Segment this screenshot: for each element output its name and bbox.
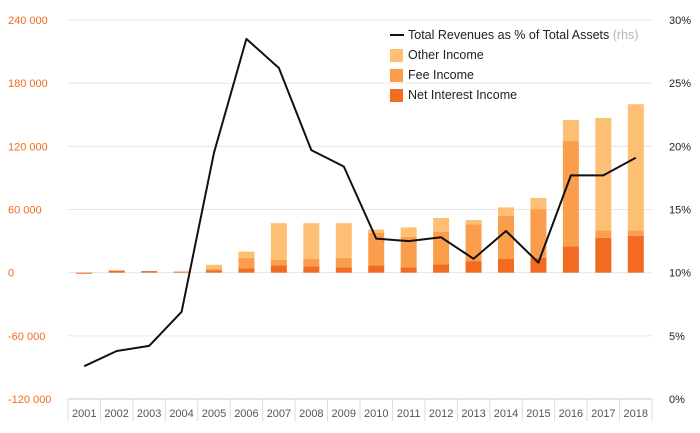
x-tick-label: 2003 (137, 408, 161, 420)
bar-net-interest-income (433, 264, 450, 273)
x-tick-label: 2001 (72, 408, 96, 420)
legend-swatch (390, 49, 403, 62)
legend-label: Total Revenues as % of Total Assets (rhs… (408, 28, 638, 42)
x-tick-label: 2010 (364, 408, 388, 420)
line-total-revenues-pct (83, 37, 637, 368)
bar-net-interest-income (562, 246, 579, 273)
bar-net-interest-income (595, 237, 612, 273)
y-right-tick-label: 5% (669, 331, 685, 343)
x-tick-label: 2018 (624, 408, 648, 420)
x-tick-label: 2007 (267, 408, 291, 420)
x-tick-label: 2002 (104, 408, 128, 420)
x-tick-label: 2013 (461, 408, 485, 420)
x-tick-label: 2014 (494, 408, 518, 420)
x-tick-label: 2009 (332, 408, 356, 420)
legend-label: Other Income (408, 48, 484, 62)
legend-swatch (390, 89, 403, 102)
bar-net-interest-income (530, 257, 547, 273)
y-right-tick-label: 20% (669, 141, 691, 153)
bar-other-income (400, 227, 417, 237)
legend-suffix: (rhs) (609, 28, 638, 42)
bar-other-income (270, 223, 287, 261)
bar-fee-income (498, 215, 514, 259)
bar-fee-income (562, 141, 579, 247)
bar-other-income (368, 229, 385, 233)
bar-net-interest-income (270, 265, 287, 273)
y-right-tick-label: 0% (669, 394, 685, 406)
bars (76, 104, 644, 274)
y-right-tick-label: 25% (669, 78, 691, 90)
bar-other-income (206, 264, 222, 269)
bar-other-income (530, 197, 547, 210)
bar-other-income (627, 104, 644, 231)
bar-fee-income (303, 258, 320, 267)
bar-fee-income (400, 236, 417, 268)
bar-net-interest-income (108, 270, 125, 273)
bar-other-income (433, 217, 450, 232)
x-tick-label: 2008 (299, 408, 323, 420)
bar-net-interest-income (173, 271, 190, 273)
x-tick-label: 2006 (234, 408, 258, 420)
legend: Total Revenues as % of Total Assets (rhs… (390, 28, 638, 102)
bar-net-interest-income (400, 267, 417, 273)
x-tick-label: 2017 (591, 408, 615, 420)
bar-fee-income (206, 268, 222, 271)
y-left-tick-label: -60 000 (8, 331, 45, 343)
y-left-tick-label: 60 000 (8, 205, 42, 217)
x-tick-label: 2004 (169, 408, 193, 420)
bar-net-interest-income (368, 265, 385, 273)
bar-net-interest-income (238, 268, 255, 273)
x-tick-label: 2011 (397, 408, 421, 420)
bar-other-income (595, 117, 612, 231)
bar-net-interest-income (141, 271, 158, 273)
bar-fee-income (368, 232, 385, 266)
y-left-tick-label: 120 000 (8, 141, 48, 153)
bar-other-income (303, 223, 320, 259)
y-right-tick-label: 15% (669, 205, 691, 217)
y-right-tick-label: 30% (669, 15, 691, 27)
bar-fee-income (335, 257, 352, 268)
legend-label: Fee Income (408, 68, 474, 82)
bar-other-income (335, 223, 352, 258)
x-tick-label: 2016 (559, 408, 583, 420)
x-tick-label: 2015 (526, 408, 550, 420)
bar-other-income (465, 220, 482, 225)
gridlines (68, 19, 652, 337)
x-tick-label: 2012 (429, 408, 453, 420)
bar-fee-income (238, 257, 255, 269)
bar-fee-income (465, 224, 482, 262)
x-tick-label: 2005 (202, 408, 226, 420)
bar-other-income (562, 120, 579, 142)
legend-label: Net Interest Income (408, 88, 517, 102)
y-left-tick-label: 0 (8, 268, 14, 280)
bar-net-interest-income (627, 235, 644, 273)
bar-net-interest-income (206, 270, 222, 273)
bar-other-income (238, 251, 255, 258)
bar-fee-income (270, 260, 287, 266)
y-left-tick-label: -120 000 (8, 394, 51, 406)
legend-swatch (390, 69, 403, 82)
y-left-tick-label: 180 000 (8, 78, 48, 90)
bar-net-interest-income (303, 266, 320, 273)
y-left-tick-label: 240 000 (8, 15, 48, 27)
bar-fee-income (595, 230, 612, 238)
bar-net-interest-income (498, 258, 514, 273)
y-right-tick-label: 10% (669, 268, 691, 280)
bar-net-interest-income (76, 272, 93, 274)
bar-fee-income (627, 230, 644, 236)
bar-other-income (498, 207, 514, 216)
bar-net-interest-income (465, 261, 482, 273)
bar-fee-income (530, 209, 547, 258)
bar-net-interest-income (335, 267, 352, 273)
